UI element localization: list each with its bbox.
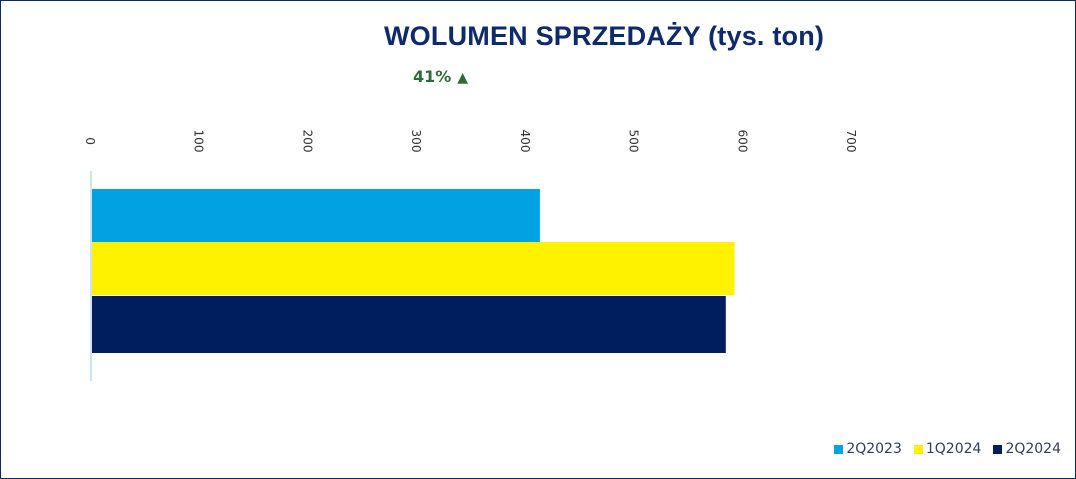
x-tick-label: 300 <box>409 130 423 153</box>
chart-title: WOLUMEN SPRZEDAŻY (tys. ton) <box>384 21 825 51</box>
bar-2Q2024 <box>92 296 726 353</box>
x-tick-label: 0 <box>83 137 97 145</box>
legend-swatch <box>834 444 844 454</box>
legend-label: 1Q2024 <box>925 441 982 457</box>
legend-label: 2Q2024 <box>1005 441 1061 457</box>
x-tick-label: 100 <box>192 130 206 153</box>
x-tick-label: 700 <box>844 130 858 153</box>
legend: 2Q2023 1Q2024 2Q2024 <box>834 441 1061 457</box>
change-annotation: 41% ▲ <box>413 67 468 86</box>
x-tick-label: 600 <box>735 130 749 153</box>
legend-item-2Q2023: 2Q2023 <box>834 441 902 457</box>
bar-1Q2024 <box>92 242 735 295</box>
up-arrow-icon: ▲ <box>457 70 469 86</box>
legend-swatch <box>913 444 923 454</box>
bar-2Q2023 <box>92 189 540 242</box>
change-value: 41% <box>413 67 452 86</box>
legend-item-1Q2024: 1Q2024 <box>913 441 982 457</box>
legend-swatch <box>993 444 1003 454</box>
x-tick-label: 200 <box>300 130 314 153</box>
x-tick-label: 500 <box>627 130 641 153</box>
legend-item-2Q2024: 2Q2024 <box>993 441 1061 457</box>
x-tick-label: 400 <box>518 130 532 153</box>
legend-label: 2Q2023 <box>846 441 902 457</box>
